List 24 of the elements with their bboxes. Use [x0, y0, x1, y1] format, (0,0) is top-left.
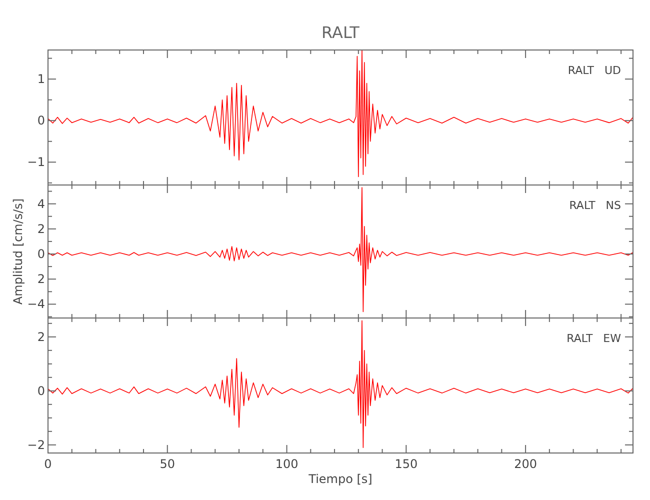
- line-series: [48, 320, 633, 448]
- chart-title: RALT: [322, 23, 360, 42]
- line-series: [48, 50, 633, 178]
- y-tick-label: 0: [37, 247, 45, 262]
- y-tick-label: 2: [37, 272, 45, 286]
- y-axis-title: Amplitud [cm/s/s]: [11, 198, 25, 305]
- text: RALT NS: [569, 199, 622, 212]
- x-tick-label: 200: [514, 457, 538, 471]
- y-tick-label: −2: [27, 438, 45, 452]
- text: RALT UD: [568, 64, 621, 77]
- x-tick-label: 150: [394, 457, 418, 471]
- y-tick-label: 0: [37, 384, 45, 398]
- y-tick-label: 0: [37, 114, 45, 128]
- y-tick-label: −1: [27, 155, 45, 170]
- y-tick-label: 2: [37, 330, 45, 344]
- x-axis-title: Tiempo [s]: [308, 472, 372, 486]
- x-tick-label: 100: [275, 457, 298, 471]
- y-tick-label: 2: [37, 222, 45, 236]
- y-tick-label: −4: [27, 297, 45, 312]
- text: RALT EW: [566, 332, 622, 345]
- line-series: [48, 187, 633, 312]
- y-tick-label: 4: [37, 196, 45, 211]
- y-tick-label: 1: [37, 72, 45, 86]
- x-tick-label: 50: [160, 457, 176, 471]
